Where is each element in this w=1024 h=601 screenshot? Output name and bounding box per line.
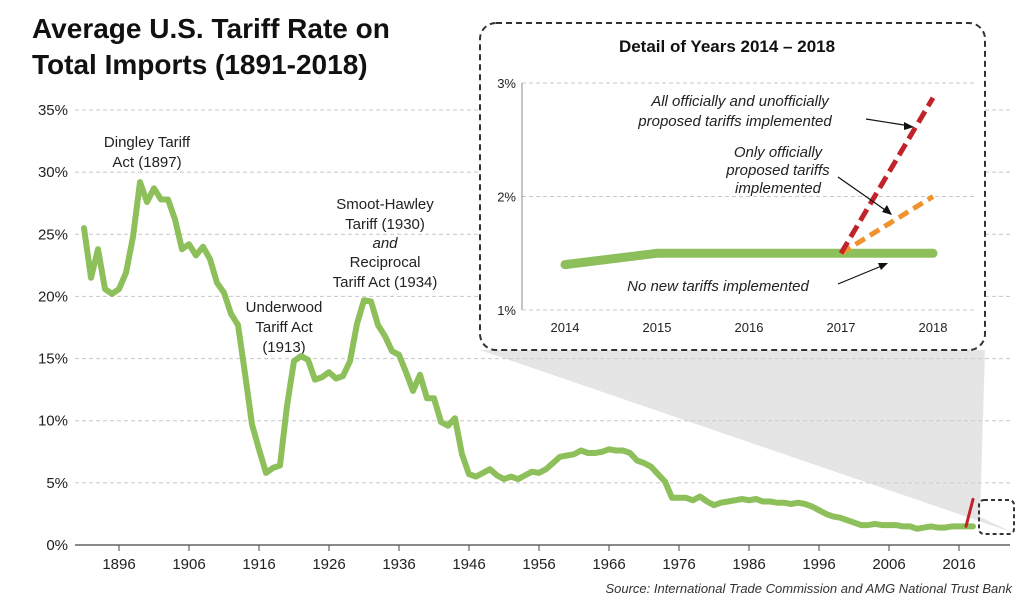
annotation-underwood: Underwood Tariff Act (1913) xyxy=(246,299,323,356)
main-y-tick-label: 15% xyxy=(38,351,68,368)
inset-ann-red-line1: All officially and unofficially xyxy=(650,93,830,110)
inset-ann-red-arrow xyxy=(865,118,911,127)
inset-ann-orange-arrow xyxy=(837,176,889,213)
inset-title: Detail of Years 2014 – 2018 xyxy=(619,37,835,56)
inset-ann-orange-arrowhead xyxy=(882,205,892,215)
inset-y-tick-label: 1% xyxy=(497,303,516,318)
main-x-tick-label: 1946 xyxy=(452,556,485,573)
main-x-tick-label: 1926 xyxy=(312,556,345,573)
main-tariff-line xyxy=(81,179,976,532)
inset-series-all-tariffs xyxy=(838,96,936,255)
inset-panel xyxy=(479,22,986,351)
inset-series-no-new-tariffs xyxy=(560,248,938,270)
annotation-underwood-line2: Tariff Act xyxy=(255,319,313,336)
inset-y-axis: 1% 2% 3% xyxy=(497,76,516,318)
main-x-axis: 1896 1906 1916 1926 1936 1946 1956 1966 1976 1986… xyxy=(102,545,976,573)
inset-y-tick-label: 3% xyxy=(497,76,516,91)
inset-ann-red-line2: proposed tariffs implemented xyxy=(637,113,832,130)
main-x-tick-label: 1896 xyxy=(102,556,135,573)
inset-x-axis: 2014 2015 2016 2017 2018 xyxy=(551,320,948,335)
main-x-tick-label: 2006 xyxy=(872,556,905,573)
inset-ann-green-arrow xyxy=(837,264,885,285)
chart-title-line1: Average U.S. Tariff Rate on xyxy=(32,13,390,44)
annotation-underwood-line3: (1913) xyxy=(262,339,305,356)
annotation-dingley: Dingley Tariff Act (1897) xyxy=(104,134,191,171)
annotation-smoot-line4: Reciprocal xyxy=(350,254,421,271)
main-x-tick-label: 2016 xyxy=(942,556,975,573)
inset-x-tick-label: 2016 xyxy=(735,320,764,335)
inset-ann-red-arrowhead xyxy=(904,122,914,130)
annotation-smoot-hawley: Smoot-Hawley Tariff (1930) and Reciproca… xyxy=(333,196,438,291)
annotation-smoot-line1: Smoot-Hawley xyxy=(336,196,434,213)
source-note: Source: International Trade Commission a… xyxy=(605,581,1013,596)
inset-ann-green: No new tariffs implemented xyxy=(627,278,809,295)
inset-ann-orange-line2: proposed tariffs xyxy=(725,162,830,179)
inset-gridlines xyxy=(521,82,975,311)
inset-series-official-tariffs xyxy=(839,194,935,256)
main-x-tick-label: 1916 xyxy=(242,556,275,573)
main-y-tick-label: 25% xyxy=(38,226,68,243)
main-x-tick-label: 1996 xyxy=(802,556,835,573)
annotation-dingley-line2: Act (1897) xyxy=(112,154,181,171)
annotation-underwood-line1: Underwood xyxy=(246,299,323,316)
inset-ann-orange-line1: Only officially xyxy=(734,144,824,161)
inset-x-tick-label: 2018 xyxy=(919,320,948,335)
inset-x-tick-label: 2014 xyxy=(551,320,580,335)
main-x-tick-label: 1976 xyxy=(662,556,695,573)
inset-ann-green-arrowhead xyxy=(878,263,888,270)
main-red-projection-mark xyxy=(964,497,975,528)
zoom-box xyxy=(978,499,1015,535)
inset-x-tick-label: 2015 xyxy=(643,320,672,335)
main-x-tick-label: 1906 xyxy=(172,556,205,573)
main-y-tick-label: 0% xyxy=(46,537,68,554)
annotation-dingley-line1: Dingley Tariff xyxy=(104,134,191,151)
main-y-tick-label: 10% xyxy=(38,413,68,430)
main-x-tick-label: 1956 xyxy=(522,556,555,573)
chart-title-line2: Total Imports (1891-2018) xyxy=(32,49,368,80)
main-y-tick-label: 30% xyxy=(38,164,68,181)
zoom-projection xyxy=(480,350,1014,533)
inset-ann-orange-line3: implemented xyxy=(735,180,822,197)
annotation-smoot-line5: Tariff Act (1934) xyxy=(333,274,438,291)
main-y-tick-label: 5% xyxy=(46,475,68,492)
main-x-tick-label: 1986 xyxy=(732,556,765,573)
inset-y-tick-label: 2% xyxy=(497,190,516,205)
main-y-tick-label: 20% xyxy=(38,288,68,305)
main-x-tick-label: 1936 xyxy=(382,556,415,573)
annotation-smoot-line2: Tariff (1930) xyxy=(345,216,425,233)
main-y-axis: 0% 5% 10% 15% 20% 25% 30% 35% xyxy=(38,102,68,554)
annotation-smoot-line3: and xyxy=(372,235,398,252)
main-y-tick-label: 35% xyxy=(38,102,68,119)
inset-x-tick-label: 2017 xyxy=(827,320,856,335)
main-x-tick-label: 1966 xyxy=(592,556,625,573)
